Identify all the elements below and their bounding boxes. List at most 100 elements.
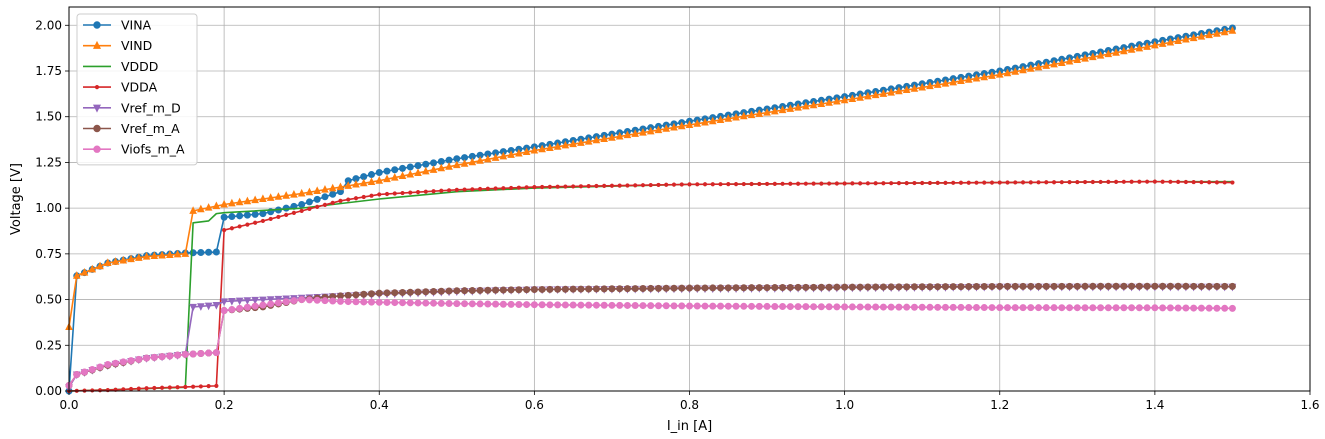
data-point — [305, 296, 313, 304]
data-point — [1113, 179, 1119, 184]
data-point — [1145, 179, 1150, 184]
data-point — [1189, 33, 1198, 42]
data-point — [321, 193, 329, 201]
data-point — [470, 187, 475, 192]
data-point — [499, 300, 507, 308]
data-point — [237, 224, 242, 229]
data-point — [259, 301, 267, 309]
data-point — [1089, 52, 1097, 61]
x-tick-label: 0.6 — [525, 398, 544, 412]
data-point — [297, 188, 306, 197]
data-point — [367, 298, 375, 306]
data-point — [687, 182, 692, 187]
data-point — [1205, 282, 1213, 290]
data-point — [780, 181, 785, 186]
data-point — [274, 192, 283, 200]
legend-marker — [93, 124, 101, 133]
data-point — [375, 176, 384, 184]
data-point — [181, 350, 189, 358]
legend-item: VDDA — [83, 80, 158, 95]
data-point — [856, 303, 864, 311]
data-point — [594, 183, 599, 189]
data-point — [198, 384, 203, 389]
data-point — [771, 106, 779, 115]
data-point — [383, 298, 391, 306]
data-point — [554, 285, 562, 293]
data-point — [1104, 282, 1112, 290]
data-point — [778, 105, 787, 114]
data-point — [980, 282, 988, 290]
data-point — [460, 159, 469, 167]
data-point — [810, 303, 818, 311]
data-point — [864, 91, 872, 100]
x-tick-label: 1.4 — [1145, 398, 1164, 412]
data-point — [251, 195, 259, 204]
data-point — [733, 181, 739, 187]
series-line — [68, 298, 1233, 386]
legend-marker — [93, 21, 101, 29]
data-point — [670, 284, 678, 292]
data-point — [1199, 180, 1204, 185]
data-point — [175, 385, 180, 390]
data-point — [159, 385, 165, 390]
data-point — [127, 357, 135, 365]
data-point — [1221, 282, 1229, 290]
data-point — [298, 296, 306, 304]
legend-item: Vref_m_D — [83, 100, 181, 115]
data-point — [739, 111, 748, 120]
data-point — [964, 75, 973, 83]
data-point — [1097, 282, 1105, 290]
data-point — [740, 284, 748, 292]
data-point — [772, 181, 777, 186]
data-point — [398, 171, 407, 180]
data-point — [291, 210, 297, 215]
data-point — [1121, 179, 1126, 184]
data-point — [1222, 180, 1227, 185]
data-point — [415, 190, 421, 195]
data-point — [546, 143, 554, 151]
data-point — [1066, 304, 1074, 312]
data-point — [617, 183, 622, 188]
y-tick-label: 0.75 — [35, 247, 62, 261]
data-point — [1067, 180, 1072, 185]
data-point — [600, 285, 608, 293]
data-point — [856, 93, 864, 101]
data-point — [569, 301, 577, 309]
data-point — [988, 282, 996, 290]
data-point — [430, 288, 438, 296]
data-point — [1034, 62, 1043, 71]
series-markers — [65, 26, 1237, 330]
data-point — [454, 187, 459, 192]
data-point — [437, 287, 445, 295]
data-point — [662, 302, 670, 310]
data-point — [484, 154, 492, 163]
data-point — [623, 285, 631, 293]
data-point — [383, 174, 391, 183]
data-point — [236, 212, 244, 220]
data-point — [530, 286, 538, 294]
data-point — [346, 197, 351, 202]
data-point — [399, 288, 407, 296]
data-point — [1073, 55, 1082, 64]
data-point — [468, 300, 476, 308]
series-lines — [65, 24, 1237, 395]
data-point — [988, 304, 996, 312]
data-point — [1176, 179, 1181, 185]
data-point — [212, 248, 220, 256]
data-point — [920, 180, 925, 186]
x-tick-label: 0.0 — [59, 398, 78, 412]
data-point — [811, 181, 816, 186]
data-point — [431, 189, 436, 194]
data-point — [375, 298, 383, 306]
data-point — [695, 182, 700, 187]
data-point — [949, 77, 958, 86]
data-point — [1096, 51, 1105, 59]
data-point — [584, 136, 593, 145]
data-point — [608, 301, 616, 309]
data-point — [1106, 179, 1111, 185]
data-point — [1050, 282, 1058, 290]
data-point — [453, 300, 461, 308]
data-point — [158, 353, 166, 361]
x-axis-label: I_in [A] — [667, 419, 712, 434]
data-point — [1135, 304, 1143, 312]
